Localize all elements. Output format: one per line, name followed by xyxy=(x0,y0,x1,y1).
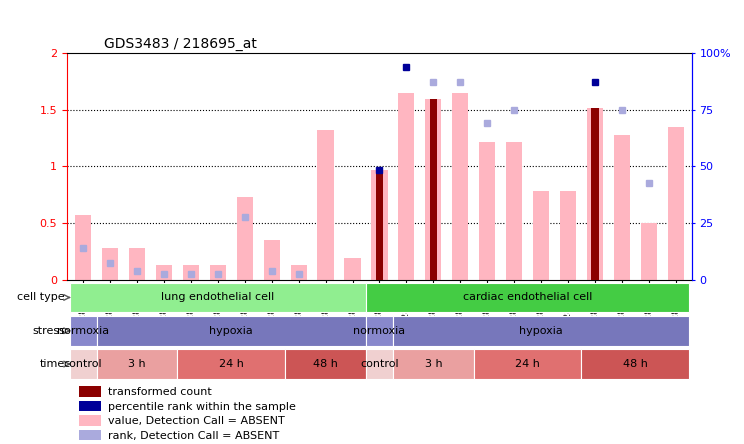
Bar xyxy=(426,99,441,280)
Bar xyxy=(376,170,383,280)
Bar xyxy=(587,107,603,280)
Bar xyxy=(474,349,582,379)
Bar xyxy=(371,170,388,280)
Bar xyxy=(285,349,366,379)
Bar xyxy=(398,93,414,280)
Text: rank, Detection Call = ABSENT: rank, Detection Call = ABSENT xyxy=(108,431,279,440)
Bar xyxy=(582,349,689,379)
Text: hypoxia: hypoxia xyxy=(209,326,253,336)
Bar xyxy=(70,282,366,313)
Bar xyxy=(479,142,496,280)
Bar xyxy=(614,135,630,280)
Bar xyxy=(183,265,199,280)
Bar xyxy=(667,127,684,280)
Bar xyxy=(210,265,226,280)
Text: lung endothelial cell: lung endothelial cell xyxy=(161,293,275,302)
Text: stress: stress xyxy=(32,326,65,336)
Bar xyxy=(70,316,97,346)
Bar xyxy=(366,349,393,379)
Bar xyxy=(430,99,437,280)
Text: percentile rank within the sample: percentile rank within the sample xyxy=(108,402,295,412)
Bar xyxy=(366,282,689,313)
Bar xyxy=(80,401,101,411)
Bar xyxy=(70,349,97,379)
Text: cell type: cell type xyxy=(17,293,65,302)
Bar xyxy=(344,258,361,280)
Bar xyxy=(263,240,280,280)
Bar xyxy=(366,316,393,346)
Text: hypoxia: hypoxia xyxy=(519,326,563,336)
Bar xyxy=(506,142,522,280)
Bar xyxy=(80,430,101,440)
Bar xyxy=(533,191,549,280)
Text: 24 h: 24 h xyxy=(219,359,244,369)
Bar xyxy=(641,223,657,280)
Bar xyxy=(393,316,689,346)
Text: normoxia: normoxia xyxy=(57,326,109,336)
Bar xyxy=(393,349,474,379)
Bar xyxy=(237,197,253,280)
Text: cardiac endothelial cell: cardiac endothelial cell xyxy=(463,293,592,302)
Text: 3 h: 3 h xyxy=(128,359,146,369)
Bar xyxy=(97,349,177,379)
Bar xyxy=(318,130,333,280)
Bar xyxy=(129,248,145,280)
Text: value, Detection Call = ABSENT: value, Detection Call = ABSENT xyxy=(108,416,284,426)
Bar xyxy=(591,107,599,280)
Bar xyxy=(102,248,118,280)
Text: GDS3483 / 218695_at: GDS3483 / 218695_at xyxy=(104,37,257,51)
Bar xyxy=(560,191,576,280)
Bar xyxy=(75,215,92,280)
Bar xyxy=(97,316,366,346)
Text: 3 h: 3 h xyxy=(425,359,442,369)
Text: 48 h: 48 h xyxy=(623,359,648,369)
Bar xyxy=(80,415,101,426)
Text: control: control xyxy=(64,359,103,369)
Text: 48 h: 48 h xyxy=(313,359,338,369)
Text: control: control xyxy=(360,359,399,369)
Bar xyxy=(80,386,101,397)
Bar xyxy=(177,349,285,379)
Bar xyxy=(452,93,468,280)
Bar xyxy=(291,265,307,280)
Text: 24 h: 24 h xyxy=(515,359,540,369)
Text: transformed count: transformed count xyxy=(108,387,211,397)
Text: normoxia: normoxia xyxy=(353,326,405,336)
Bar xyxy=(155,265,172,280)
Text: time: time xyxy=(39,359,65,369)
